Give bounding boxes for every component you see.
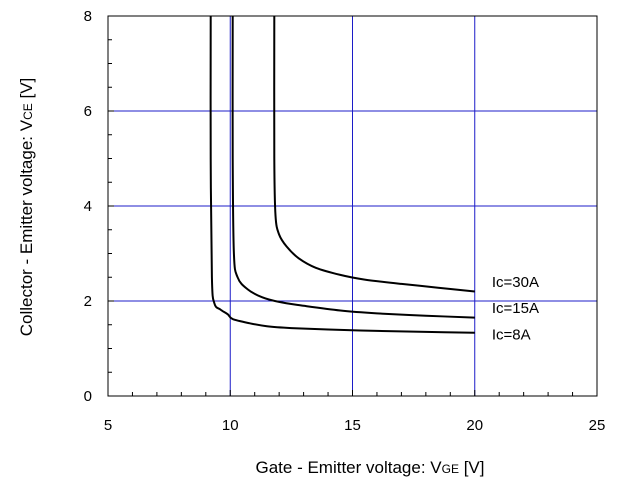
series-label-layer: Ic=30A Ic=15A Ic=8A	[492, 274, 539, 343]
y-axis-title: Collector - Emitter voltage: VCE [V]	[17, 78, 36, 337]
x-tick-labels: 5 10 15 20 25	[104, 417, 606, 434]
x-tick-label: 25	[589, 417, 606, 434]
y-tick-label: 6	[84, 103, 92, 120]
plot-frame	[107, 15, 598, 397]
minor-tick-layer	[107, 15, 598, 397]
series-label-ic-30a: Ic=30A	[492, 274, 539, 291]
y-tick-label: 0	[84, 388, 92, 405]
y-tick-label: 8	[84, 8, 92, 25]
series-line-ic-30a	[273, 15, 475, 293]
x-tick-label: 10	[222, 417, 239, 434]
x-axis-title-subscript: GE	[442, 462, 459, 476]
y-tick-labels: 0 2 4 6 8	[84, 8, 92, 405]
series-label-ic-15a: Ic=15A	[492, 300, 539, 317]
grid-layer	[108, 16, 597, 396]
x-tick-label: 20	[466, 417, 483, 434]
x-axis-title: Gate - Emitter voltage: VGE [V]	[256, 458, 485, 477]
y-axis-title-main: Collector - Emitter voltage: V	[17, 119, 36, 336]
y-tick-label: 2	[84, 293, 92, 310]
series-label-ic-8a: Ic=8A	[492, 326, 531, 343]
x-axis-title-unit: [V]	[459, 458, 485, 477]
x-tick-label: 5	[104, 417, 112, 434]
x-tick-label: 15	[344, 417, 361, 434]
series-layer	[209, 15, 475, 334]
y-tick-label: 4	[84, 198, 92, 215]
x-axis-title-main: Gate - Emitter voltage: V	[256, 458, 443, 477]
series-line-ic-8a	[209, 15, 475, 334]
y-axis-title-subscript: CE	[21, 103, 35, 120]
series-line-ic-15a	[231, 15, 475, 319]
y-axis-title-unit: [V]	[17, 78, 36, 104]
